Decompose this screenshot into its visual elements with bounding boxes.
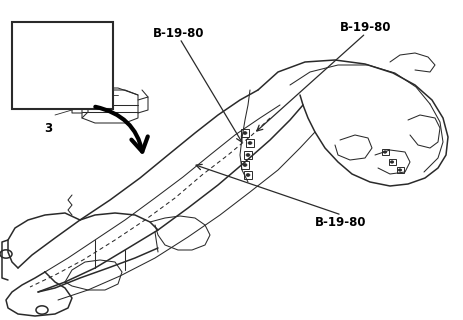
Text: B-19-80: B-19-80 [152, 27, 204, 40]
Bar [388, 159, 395, 165]
Circle shape [398, 169, 402, 171]
Text: B-19-80: B-19-80 [340, 21, 392, 34]
Circle shape [243, 132, 247, 134]
Circle shape [390, 161, 394, 163]
Circle shape [248, 142, 252, 144]
FancyArrowPatch shape [95, 107, 148, 152]
Bar [241, 161, 249, 169]
Circle shape [246, 154, 250, 156]
Bar [244, 172, 252, 179]
Circle shape [243, 164, 247, 166]
Circle shape [246, 174, 250, 176]
Bar [244, 151, 252, 159]
Bar [382, 149, 388, 155]
Bar [12, 22, 113, 109]
Circle shape [383, 151, 387, 153]
Text: B-19-80: B-19-80 [314, 216, 366, 229]
Bar [241, 129, 249, 137]
Bar [396, 167, 403, 173]
Text: 3: 3 [44, 122, 53, 134]
Bar [246, 140, 254, 147]
